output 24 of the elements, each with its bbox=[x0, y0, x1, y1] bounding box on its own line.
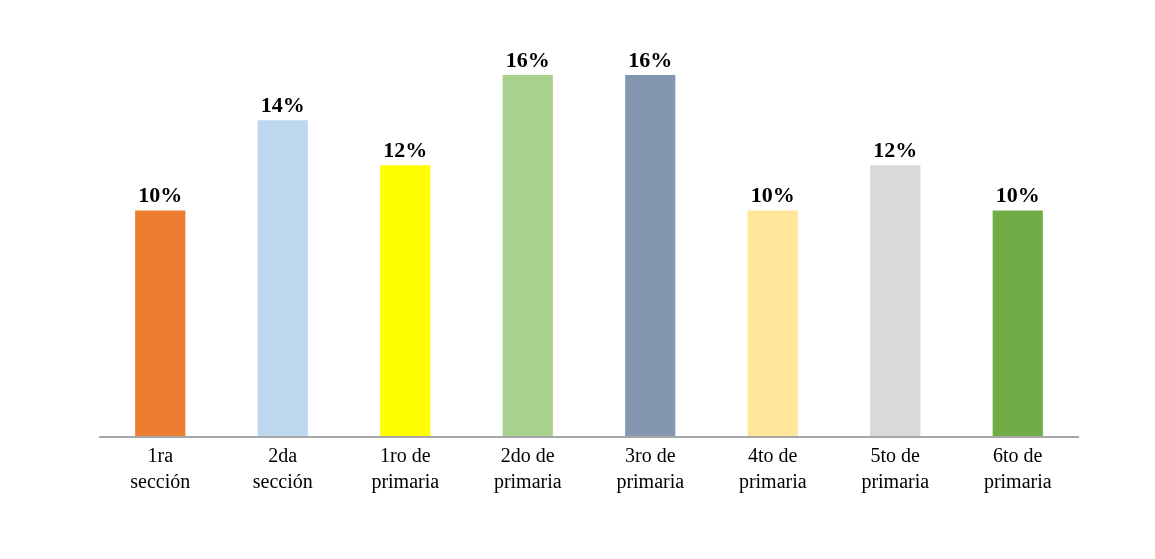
bar bbox=[380, 165, 431, 436]
x-tick-label: 2da sección bbox=[252, 444, 313, 492]
data-label: 10% bbox=[995, 182, 1040, 208]
x-tick-label: 2do de primaria bbox=[493, 444, 562, 493]
x-tick-label: 1ro de primaria bbox=[371, 444, 440, 493]
x-tick-label: 6to de primaria bbox=[983, 444, 1052, 493]
data-label: 16% bbox=[628, 47, 673, 72]
bar bbox=[257, 120, 308, 436]
data-label: 10% bbox=[138, 182, 183, 208]
x-tick-label: 3ro de primaria bbox=[616, 444, 685, 493]
x-tick-label: 5to de primaria bbox=[861, 444, 930, 493]
data-label: 10% bbox=[750, 182, 795, 208]
bar bbox=[502, 75, 553, 436]
x-tick-label: 1ra sección bbox=[130, 444, 191, 492]
bar bbox=[870, 165, 921, 436]
data-label: 12% bbox=[873, 137, 918, 163]
bar bbox=[747, 210, 798, 436]
data-label: 12% bbox=[383, 137, 428, 163]
bar bbox=[625, 75, 676, 436]
data-label: 16% bbox=[505, 47, 550, 72]
bar bbox=[135, 210, 186, 436]
x-tick-label: 4to de primaria bbox=[738, 444, 807, 493]
data-label: 14% bbox=[260, 92, 305, 118]
bar bbox=[992, 210, 1043, 436]
